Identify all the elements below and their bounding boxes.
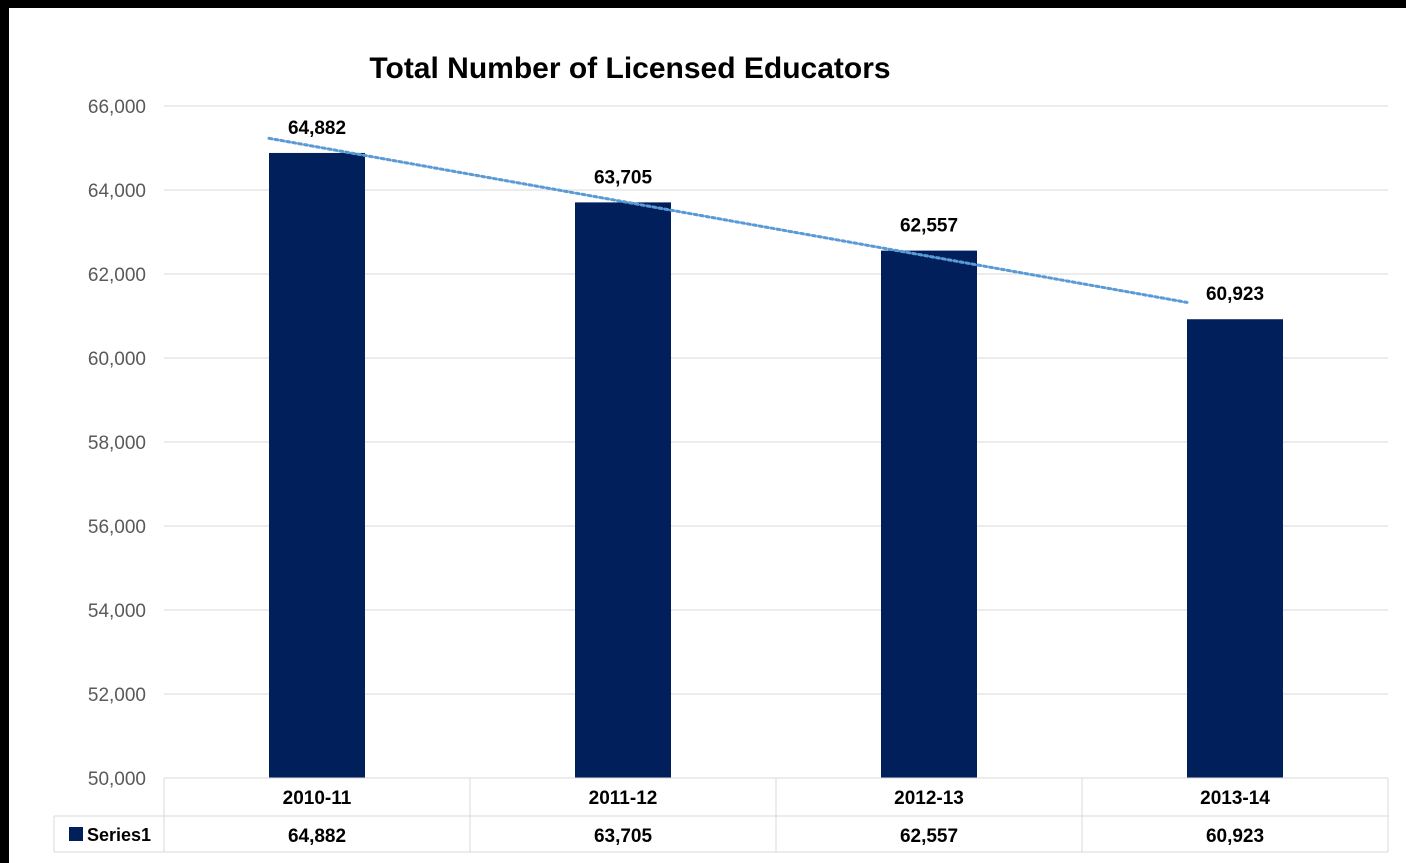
y-tick-label: 54,000 bbox=[88, 601, 146, 622]
table-value: 60,923 bbox=[1206, 826, 1264, 847]
table-value: 62,557 bbox=[900, 826, 958, 847]
trendline bbox=[267, 136, 1189, 304]
x-tick-label: 2012-13 bbox=[894, 788, 964, 809]
trendline-line bbox=[267, 136, 1189, 304]
data-table: 2010-11 64,882 2011-12 63,705 2012-13 62,557 2… bbox=[53, 777, 1389, 853]
data-label: 60,923 bbox=[1206, 284, 1264, 305]
bar bbox=[1187, 319, 1283, 778]
x-tick-label: 2013-14 bbox=[1200, 788, 1270, 809]
bars bbox=[269, 152, 1283, 778]
y-tick-label: 62,000 bbox=[88, 265, 146, 286]
data-label: 63,705 bbox=[594, 167, 653, 188]
y-tick-label: 58,000 bbox=[88, 433, 146, 454]
x-tick-label: 2010-11 bbox=[283, 788, 352, 809]
y-tick-label: 52,000 bbox=[88, 685, 146, 706]
legend-swatch bbox=[69, 827, 83, 841]
y-axis: 50,000 52,000 54,000 56,000 58,000 60,000 62,0… bbox=[88, 97, 146, 790]
x-tick-label: 2011-12 bbox=[589, 788, 658, 809]
y-tick-label: 56,000 bbox=[88, 517, 146, 538]
chart-panel: Total Number of Licensed Educators 50,00… bbox=[9, 8, 1406, 863]
data-labels: 64,882 63,705 62,557 60,923 bbox=[288, 118, 1264, 305]
data-label: 64,882 bbox=[288, 118, 346, 139]
bar bbox=[881, 250, 977, 778]
bar bbox=[269, 152, 365, 778]
table-value: 64,882 bbox=[288, 826, 346, 847]
gridlines bbox=[164, 105, 1388, 779]
y-tick-label: 66,000 bbox=[88, 97, 146, 118]
legend-label: Series1 bbox=[87, 825, 151, 845]
bar bbox=[575, 202, 671, 778]
bar-chart: Total Number of Licensed Educators 50,00… bbox=[53, 52, 1389, 853]
chart-title: Total Number of Licensed Educators bbox=[369, 52, 890, 85]
table-value: 63,705 bbox=[594, 826, 653, 847]
y-tick-label: 64,000 bbox=[88, 181, 146, 202]
data-label: 62,557 bbox=[900, 216, 958, 237]
y-tick-label: 50,000 bbox=[88, 769, 146, 790]
y-tick-label: 60,000 bbox=[88, 349, 146, 370]
